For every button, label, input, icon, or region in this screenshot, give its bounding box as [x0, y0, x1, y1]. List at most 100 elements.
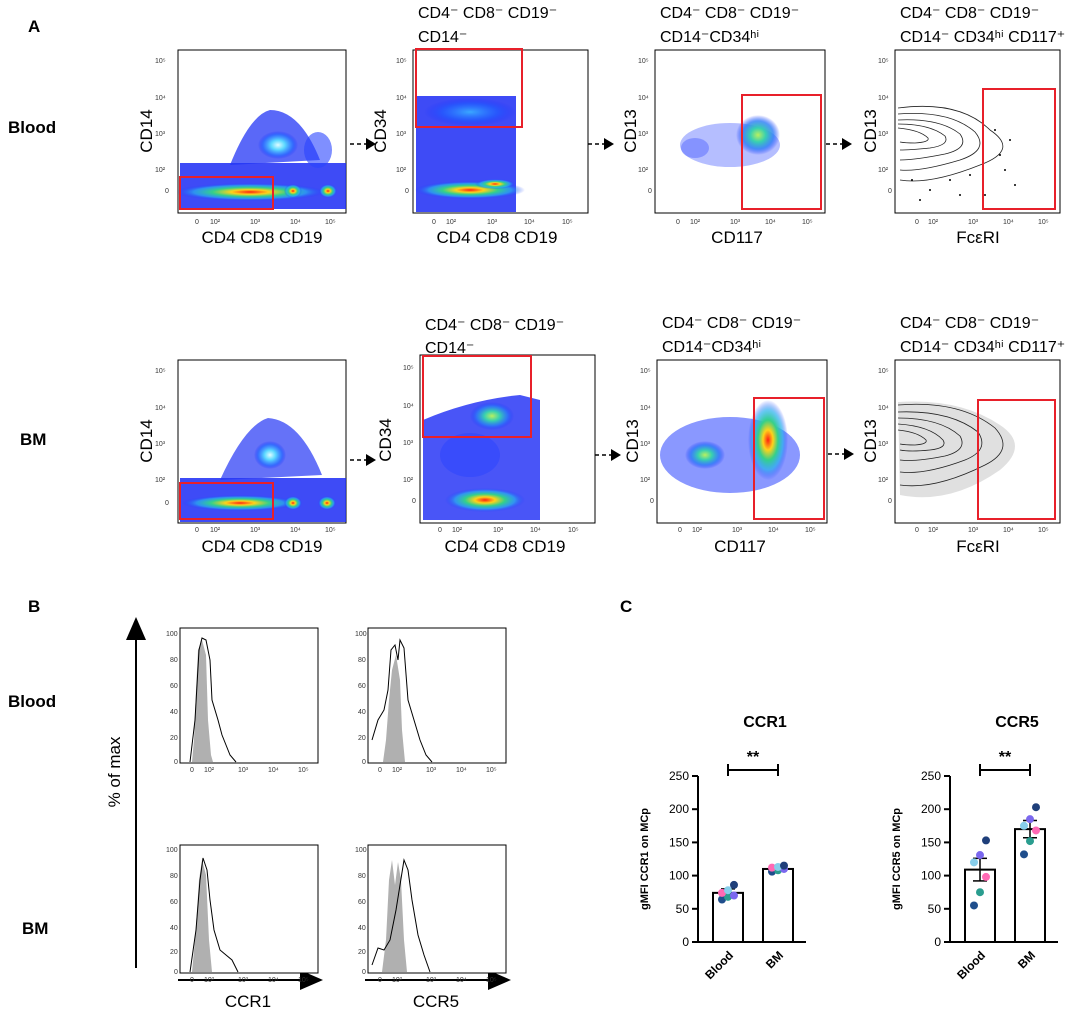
gating-bm-plot-1 [177, 359, 347, 524]
svg-text:0: 0 [432, 219, 436, 226]
svg-text:10⁵: 10⁵ [486, 977, 497, 984]
svg-text:10²: 10² [204, 767, 215, 774]
svg-text:10³: 10³ [640, 441, 651, 448]
svg-text:10⁵: 10⁵ [878, 58, 889, 65]
svg-text:0: 0 [888, 498, 892, 505]
ylabel-blood-3: CD13 [621, 109, 640, 152]
gating-arrow [350, 454, 376, 466]
gating-arrow [595, 449, 621, 461]
chart-title: CCR1 [743, 714, 787, 731]
svg-text:10³: 10³ [403, 440, 414, 447]
y-tick-label: 250 [921, 769, 941, 783]
x-tick-label: Blood [954, 948, 988, 982]
svg-text:100: 100 [166, 847, 178, 854]
svg-text:10⁵: 10⁵ [155, 58, 166, 65]
ylabel-bm-4: CD13 [861, 419, 880, 462]
gating-blood-plot-2 [412, 48, 589, 214]
data-point [970, 858, 978, 867]
title-bm-4-line1: CD4⁻ CD8⁻ CD19⁻ [900, 315, 1039, 332]
y-tick-label: 150 [921, 835, 941, 849]
svg-text:40: 40 [358, 925, 366, 932]
hist-x-arrow-ccr5 [365, 970, 511, 990]
gate [422, 355, 532, 438]
histogram-bm-ccr1 [179, 844, 319, 974]
svg-text:10⁵: 10⁵ [568, 527, 579, 534]
svg-text:10³: 10³ [250, 527, 261, 534]
svg-text:10⁵: 10⁵ [298, 767, 309, 774]
data-point [730, 891, 738, 900]
svg-text:80: 80 [358, 657, 366, 664]
svg-text:0: 0 [412, 498, 416, 505]
histogram-blood-ccr1 [179, 627, 319, 764]
svg-text:10⁴: 10⁴ [768, 527, 779, 534]
data-point [1020, 850, 1028, 859]
title-bm-3-line2: CD14⁻CD34ʰⁱ [662, 339, 761, 356]
data-point [774, 862, 782, 871]
svg-text:10⁵: 10⁵ [1038, 219, 1049, 226]
svg-text:100: 100 [355, 847, 367, 854]
xlabel-bm-3: CD117 [714, 537, 766, 556]
svg-text:10⁵: 10⁵ [1038, 527, 1049, 534]
svg-text:0: 0 [650, 498, 654, 505]
svg-text:0: 0 [888, 188, 892, 195]
y-axis-label: gMFI CCR5 on MCp [891, 808, 903, 910]
svg-text:0: 0 [405, 188, 409, 195]
svg-text:10²: 10² [392, 767, 403, 774]
svg-text:10³: 10³ [396, 131, 407, 138]
svg-text:10²: 10² [638, 167, 649, 174]
svg-text:0: 0 [174, 759, 178, 766]
svg-text:10⁴: 10⁴ [1003, 219, 1014, 226]
significance-label: ** [999, 749, 1012, 766]
data-point [1032, 826, 1040, 835]
significance-label: ** [747, 749, 760, 766]
gate [179, 176, 274, 210]
svg-text:0: 0 [190, 767, 194, 774]
svg-text:10²: 10² [452, 527, 463, 534]
svg-text:10⁴: 10⁴ [155, 405, 166, 412]
y-tick-label: 200 [669, 802, 689, 816]
data-point [982, 872, 990, 881]
svg-text:100: 100 [355, 631, 367, 638]
svg-text:10²: 10² [878, 167, 889, 174]
svg-text:10⁵: 10⁵ [325, 219, 336, 226]
y-axis-label: gMFI CCR1 on MCp [639, 808, 651, 910]
data-point [1026, 815, 1034, 824]
data-point [718, 895, 726, 904]
gate [982, 88, 1056, 210]
ylabel-bm-2: CD34 [376, 418, 395, 461]
svg-text:0: 0 [165, 188, 169, 195]
svg-text:10⁴: 10⁴ [290, 527, 301, 534]
hist-ticks: 100 80 60 40 20 0 100 80 60 40 20 0 100 80 60 40 20 0 1… [166, 631, 497, 984]
ylabel-blood-4: CD13 [861, 109, 880, 152]
svg-text:10²: 10² [928, 219, 939, 226]
xlabel-blood-2: CD4 CD8 CD19 [437, 228, 558, 247]
svg-text:10³: 10³ [878, 131, 889, 138]
svg-text:0: 0 [648, 188, 652, 195]
svg-text:10²: 10² [640, 477, 651, 484]
bar-bm [1014, 828, 1046, 943]
svg-text:10³: 10³ [487, 219, 498, 226]
data-point [724, 892, 732, 901]
svg-text:10⁴: 10⁴ [1003, 527, 1014, 534]
ylabel-bm-3: CD13 [623, 419, 642, 462]
svg-text:10⁴: 10⁴ [290, 219, 301, 226]
y-tick-label: 100 [669, 869, 689, 883]
svg-text:40: 40 [170, 925, 178, 932]
bar-chart-ccr1: CCR1 0 50 100 150 200 250 gMFI CCR1 on MCp Blood… [639, 714, 806, 982]
data-point [1026, 837, 1034, 846]
svg-text:10⁵: 10⁵ [640, 368, 651, 375]
svg-text:80: 80 [170, 657, 178, 664]
svg-text:60: 60 [358, 683, 366, 690]
svg-text:10⁵: 10⁵ [396, 58, 407, 65]
svg-text:10²: 10² [403, 477, 414, 484]
svg-text:10⁴: 10⁴ [640, 405, 651, 412]
title-bm-4-line2: CD14⁻ CD34ʰⁱ CD117⁺ [900, 339, 1065, 356]
title-blood-3-line2: CD14⁻CD34ʰⁱ [660, 29, 759, 46]
svg-text:10³: 10³ [155, 131, 166, 138]
svg-text:10³: 10³ [968, 527, 979, 534]
svg-text:10²: 10² [928, 527, 939, 534]
data-point [1020, 821, 1028, 830]
svg-text:20: 20 [170, 735, 178, 742]
svg-text:10³: 10³ [426, 977, 437, 984]
